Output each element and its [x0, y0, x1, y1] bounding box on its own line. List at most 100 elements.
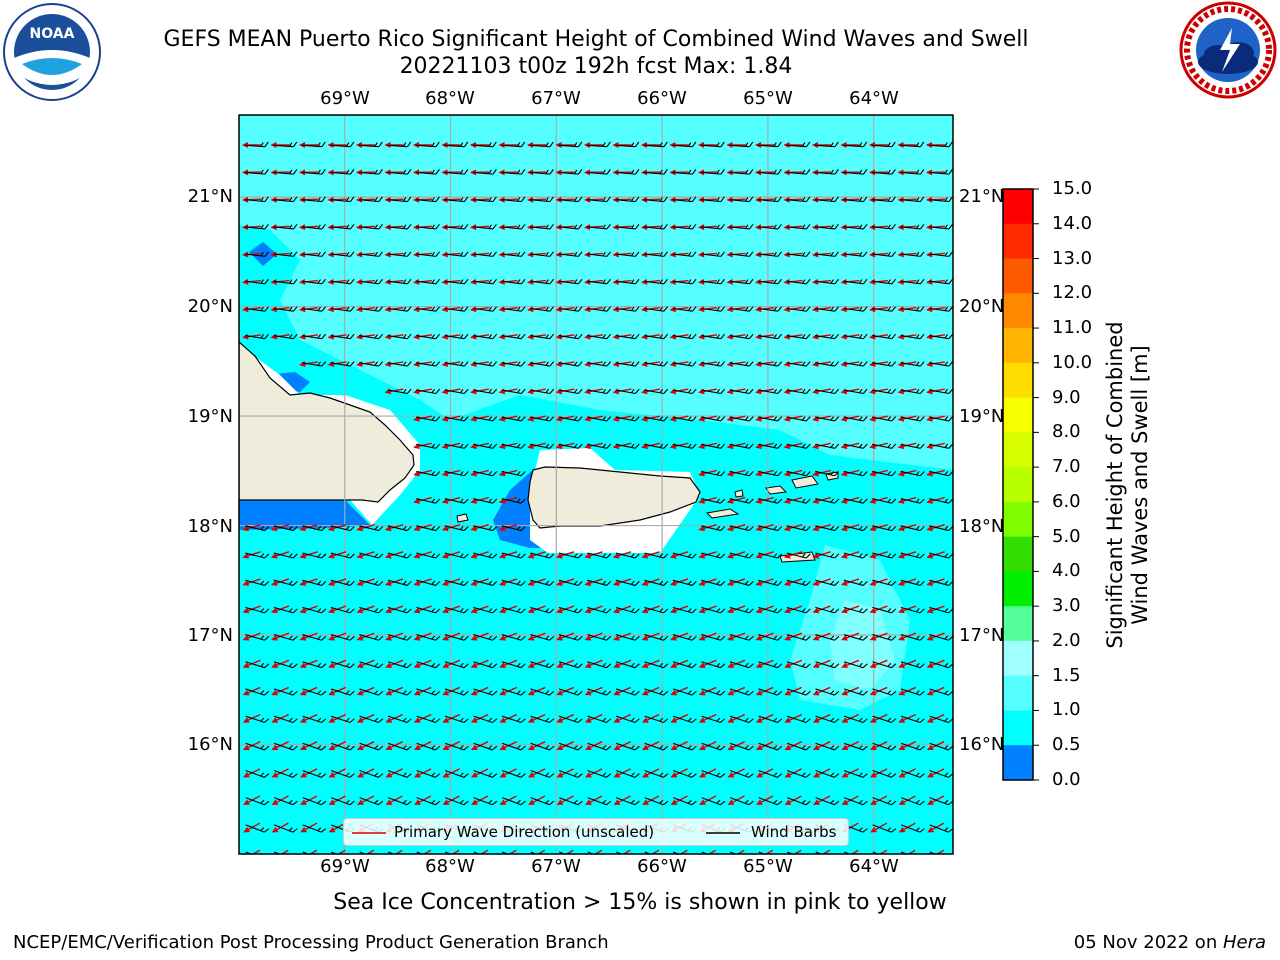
wind-barb: [815, 634, 840, 641]
wind-barb: [416, 416, 441, 422]
wind-barb: [501, 797, 526, 806]
wind-barb: [529, 196, 554, 203]
wind-barb: [615, 223, 640, 230]
colorbar-tick-label: 13.0: [1052, 247, 1093, 269]
wind-barb: [444, 306, 469, 312]
wind-barb: [929, 470, 953, 477]
wind-barb: [587, 251, 611, 257]
wave-height-patch-nw: [249, 242, 277, 266]
wind-barb: [672, 661, 697, 669]
wind-barb: [416, 306, 441, 312]
wave-arrow: [699, 849, 717, 854]
wind-barb: [843, 388, 868, 395]
wind-barb: [444, 141, 469, 148]
wind-barb: [444, 525, 469, 532]
wind-barb: [244, 223, 269, 230]
wind-barb: [416, 634, 441, 641]
wind-barb: [644, 333, 669, 340]
wind-barb: [872, 525, 897, 532]
wind-barb: [758, 388, 783, 395]
wind-barb: [843, 169, 868, 175]
wind-barb: [872, 361, 897, 367]
wind-barb: [701, 769, 726, 778]
wave-arrow: [813, 849, 831, 854]
wave-arrow: [329, 849, 346, 854]
legend: Primary Wave Direction (unscaled) Wind B…: [343, 818, 849, 846]
island-culebra: [734, 489, 744, 498]
wind-barb: [644, 715, 669, 724]
colorbar-frame: [1002, 188, 1034, 781]
wind-barb: [587, 661, 612, 669]
wind-barb: [330, 141, 355, 148]
wave-arrow: [327, 306, 347, 313]
wave-arrow: [584, 306, 604, 313]
wind-barb: [729, 443, 754, 449]
wind-barb: [757, 196, 782, 203]
wind-barb: [416, 797, 441, 806]
wind-barb: [672, 196, 697, 203]
wind-barb: [473, 333, 498, 340]
colorbar-segment: [1003, 258, 1033, 294]
wave-arrow: [300, 849, 318, 854]
wind-barb: [929, 824, 953, 833]
wind-barb: [415, 196, 440, 203]
wind-barb: [672, 634, 697, 641]
wave-arrow: [384, 278, 404, 285]
wind-barb: [330, 579, 355, 586]
wind-barb: [387, 306, 412, 312]
wind-barb: [416, 470, 441, 477]
lon-label-top-67w: 67°W: [531, 88, 581, 109]
lat-label-left-16n: 16°N: [187, 734, 233, 755]
wind-barb: [644, 251, 668, 257]
wind-barb: [900, 196, 925, 203]
wave-arrow: [441, 278, 461, 285]
wind-barb: [530, 579, 555, 586]
wind-barb: [900, 824, 925, 833]
chart-title: GEFS MEAN Puerto Rico Significant Height…: [163, 27, 1029, 52]
wind-barb: [758, 552, 783, 559]
wind-barb: [415, 223, 440, 230]
wind-barb: [415, 141, 440, 148]
wind-barb: [444, 223, 469, 230]
wind-barb: [644, 769, 669, 778]
wind-barb: [359, 552, 384, 559]
wind-barb: [501, 688, 526, 696]
wind-barb: [387, 797, 412, 806]
colorbar-tick-label: 1.5: [1052, 664, 1081, 686]
gridlines: [239, 115, 953, 854]
colorbar-tick-label: 8.0: [1052, 421, 1081, 443]
wind-barb: [245, 525, 270, 532]
wind-barb: [244, 141, 269, 148]
colorbar-segment: [1003, 571, 1033, 607]
wind-barb: [558, 634, 583, 641]
wind-barb: [929, 525, 953, 532]
wind-barb: [900, 688, 925, 696]
wind-barb: [330, 742, 355, 751]
lon-label-bottom-65w: 65°W: [743, 856, 793, 877]
wind-barb: [302, 715, 327, 724]
wind-barb: [729, 606, 754, 614]
wind-barb: [758, 251, 782, 257]
wind-barb: [501, 251, 526, 257]
wind-barb: [758, 525, 783, 532]
wind-barb: [757, 141, 782, 148]
wind-barb: [530, 552, 555, 559]
wind-barb: [387, 141, 412, 148]
wind-barb: [330, 606, 355, 614]
lat-label-right-19n: 19°N: [959, 406, 1005, 427]
wind-barb: [929, 306, 953, 312]
wind-barb: [729, 196, 754, 203]
wave-arrow: [272, 849, 289, 854]
colorbar-segment: [1003, 710, 1033, 746]
wind-barb: [843, 769, 868, 778]
wind-barb: [302, 306, 327, 312]
wind-barb: [672, 278, 697, 285]
wind-barb: [758, 661, 783, 669]
wave-height-band-1.5-2.0: [239, 115, 953, 470]
wind-barb: [245, 797, 270, 806]
wind-barb: [786, 579, 811, 586]
wind-barb: [359, 306, 384, 312]
wind-barb: [530, 251, 554, 257]
wave-arrow: [926, 278, 946, 285]
